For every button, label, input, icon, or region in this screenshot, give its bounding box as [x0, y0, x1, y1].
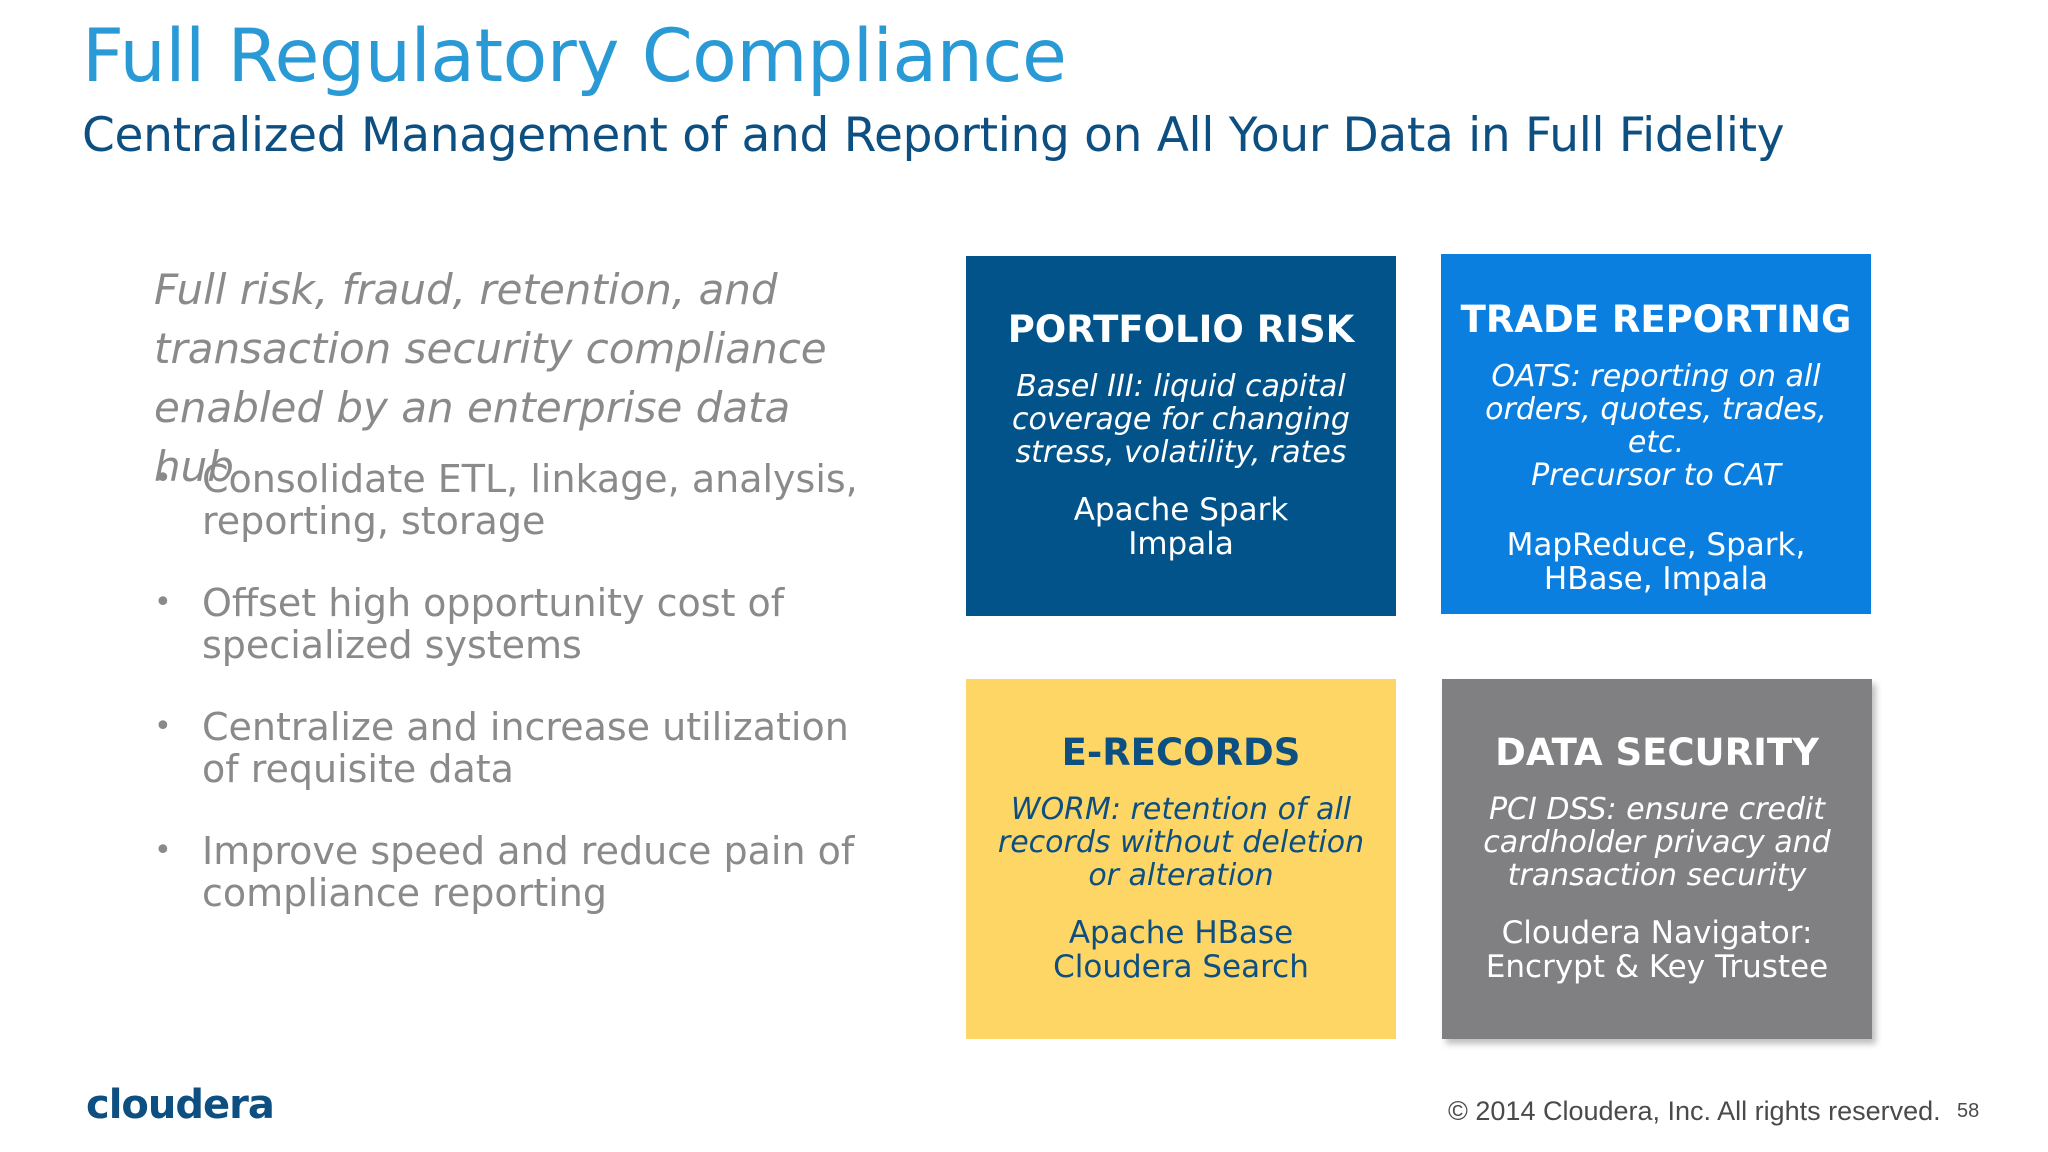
- bullet-item: • Centralize and increase utilization of …: [148, 706, 868, 790]
- card-data-security: DATA SECURITY PCI DSS: ensure credit car…: [1442, 679, 1872, 1039]
- card-technologies: Cloudera Navigator: Encrypt & Key Truste…: [1456, 916, 1858, 984]
- card-desc-line: Precursor to CAT: [1531, 458, 1781, 493]
- card-tech-line: Apache HBase: [1068, 915, 1294, 951]
- card-description: OATS: reporting on all orders, quotes, t…: [1455, 360, 1857, 492]
- card-description: PCI DSS: ensure credit cardholder privac…: [1483, 792, 1831, 893]
- card-tech-line: Encrypt & Key Trustee: [1485, 949, 1829, 985]
- card-tech-line: Cloudera Navigator:: [1501, 915, 1813, 951]
- bullet-list: • Consolidate ETL, linkage, analysis, rep…: [148, 458, 868, 954]
- bullet-icon: •: [154, 833, 172, 868]
- page-number: 58: [1957, 1100, 1980, 1122]
- card-tech-line: Impala: [1128, 526, 1234, 562]
- card-tech-line: Cloudera Search: [1053, 949, 1309, 985]
- bullet-icon: •: [154, 585, 172, 620]
- bullet-text: Centralize and increase utilization of r…: [202, 705, 849, 791]
- card-trade-reporting: TRADE REPORTING OATS: reporting on all o…: [1441, 254, 1871, 614]
- card-technologies: Apache Spark Impala: [980, 493, 1382, 561]
- bullet-text: Consolidate ETL, linkage, analysis, repo…: [202, 457, 858, 543]
- card-desc-line: orders, quotes, trades, etc.: [1485, 392, 1827, 460]
- bullet-icon: •: [154, 709, 172, 744]
- slide-subtitle: Centralized Management of and Reporting …: [82, 108, 1785, 163]
- slide-title: Full Regulatory Compliance: [82, 14, 1067, 99]
- bullet-item: • Improve speed and reduce pain of compli…: [148, 830, 868, 914]
- card-description: Basel III: liquid capital coverage for c…: [1012, 369, 1350, 470]
- card-tech-line: Apache Spark: [1073, 492, 1289, 528]
- card-portfolio-risk: PORTFOLIO RISK Basel III: liquid capital…: [966, 256, 1396, 616]
- cloudera-logo: cloudera: [86, 1082, 275, 1128]
- card-title: TRADE REPORTING: [1460, 298, 1852, 341]
- card-technologies: MapReduce, Spark, HBase, Impala: [1455, 528, 1857, 596]
- bullet-text: Improve speed and reduce pain of complia…: [202, 829, 855, 915]
- intro-statement: Full risk, fraud, retention, and transac…: [154, 265, 827, 491]
- bullet-item: • Offset high opportunity cost of special…: [148, 582, 868, 666]
- bullet-item: • Consolidate ETL, linkage, analysis, rep…: [148, 458, 868, 542]
- card-title: DATA SECURITY: [1495, 731, 1819, 774]
- card-e-records: E-RECORDS WORM: retention of all records…: [966, 679, 1396, 1039]
- card-tech-line: HBase, Impala: [1543, 561, 1769, 597]
- card-title: E-RECORDS: [1061, 731, 1301, 774]
- card-technologies: Apache HBase Cloudera Search: [980, 916, 1382, 984]
- bullet-icon: •: [154, 461, 172, 496]
- card-tech-line: MapReduce, Spark,: [1506, 527, 1806, 563]
- card-desc-line: OATS: reporting on all: [1491, 359, 1821, 394]
- card-description: WORM: retention of all records without d…: [997, 792, 1365, 893]
- card-title: PORTFOLIO RISK: [1007, 308, 1355, 351]
- bullet-text: Offset high opportunity cost of speciali…: [202, 581, 785, 667]
- copyright-notice: © 2014 Cloudera, Inc. All rights reserve…: [1448, 1096, 1941, 1126]
